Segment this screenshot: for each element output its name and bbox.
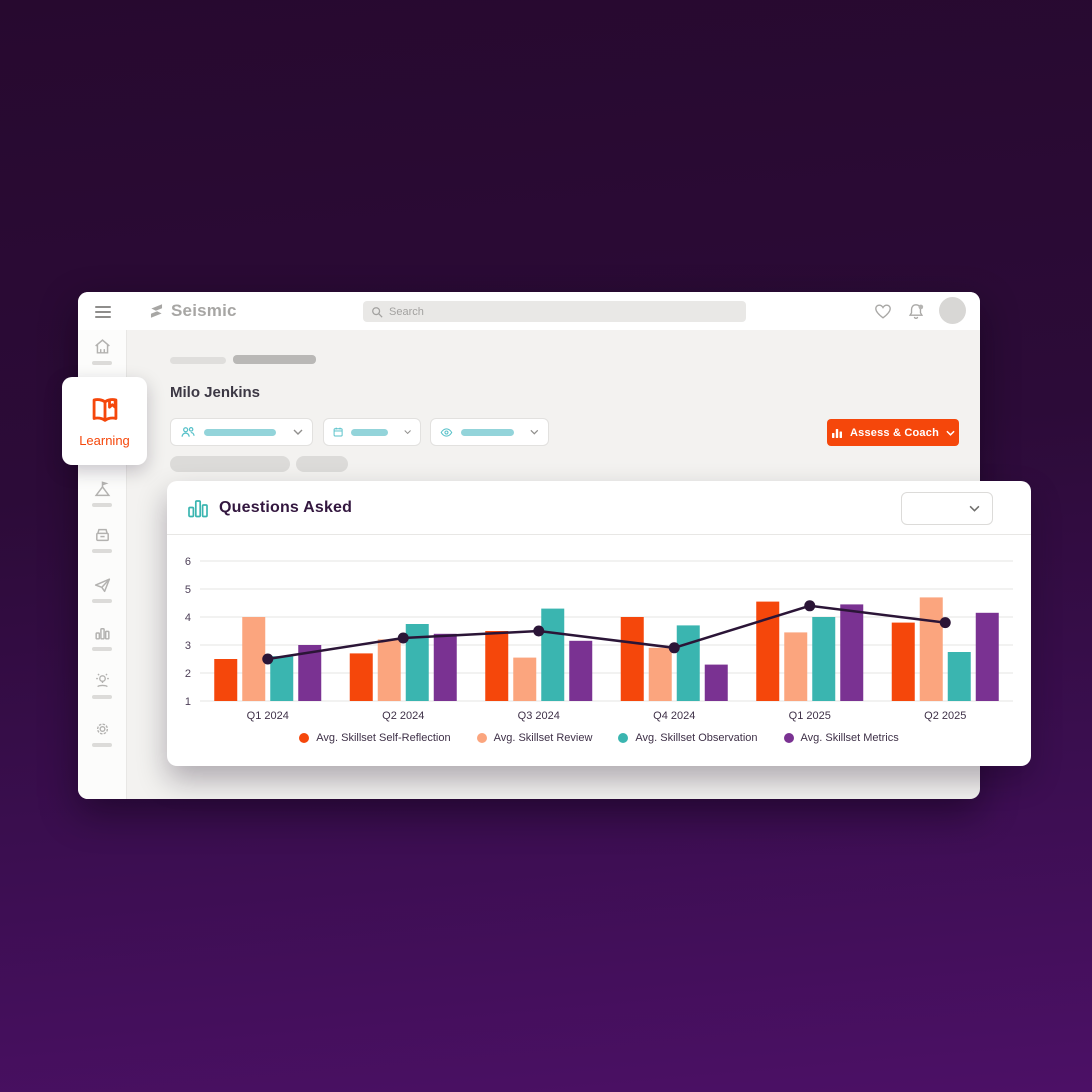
- svg-text:2: 2: [185, 668, 191, 680]
- svg-text:5: 5: [185, 584, 191, 596]
- sidebar-item-analytics[interactable]: [78, 624, 126, 651]
- filter-value-skeleton: [460, 428, 515, 436]
- search-placeholder: Search: [389, 305, 424, 318]
- sidebar-item-home[interactable]: [78, 338, 126, 365]
- legend-item-review[interactable]: Avg. Skillset Review: [476, 732, 593, 744]
- eye-icon: [440, 427, 453, 437]
- tag-skeleton: [296, 456, 348, 472]
- hamburger-menu-icon[interactable]: [95, 306, 111, 321]
- legend-item-self-reflection[interactable]: Avg. Skillset Self-Reflection: [299, 732, 451, 744]
- tag-skeleton: [170, 456, 290, 472]
- legend-item-observation[interactable]: Avg. Skillset Observation: [618, 732, 758, 744]
- people-icon: [181, 427, 195, 437]
- user-avatar[interactable]: [939, 297, 966, 324]
- notifications-bell-icon[interactable]: [907, 303, 925, 320]
- sidebar-item-insights[interactable]: [78, 672, 126, 699]
- assess-button-label: Assess & Coach: [849, 426, 939, 439]
- bar-chart-icon: [94, 628, 110, 640]
- search-input[interactable]: Search: [363, 301, 746, 322]
- paper-plane-icon: [94, 578, 110, 593]
- column-chart-icon: [188, 499, 208, 517]
- learning-book-icon: [92, 398, 117, 422]
- milestone-flag-icon: [94, 481, 110, 497]
- svg-text:Q4 2024: Q4 2024: [653, 710, 695, 722]
- svg-text:1: 1: [185, 696, 191, 708]
- seismic-logo: Seismic: [148, 301, 237, 321]
- gear-icon: [96, 723, 108, 735]
- legend-label: Avg. Skillset Metrics: [800, 732, 899, 744]
- chart-legend: Avg. Skillset Self-Reflection Avg. Skill…: [167, 732, 1031, 744]
- svg-text:4: 4: [185, 612, 191, 624]
- card-title: Questions Asked: [219, 498, 353, 516]
- sidebar-label-skeleton: [92, 743, 112, 747]
- chart-range-select[interactable]: [901, 492, 993, 525]
- sidebar-item-milestones[interactable]: [78, 480, 126, 507]
- svg-text:Q1 2024: Q1 2024: [247, 710, 289, 722]
- top-header: Seismic Search: [78, 292, 980, 330]
- filter-dropdown-people[interactable]: [170, 418, 313, 446]
- chevron-down-icon: [530, 429, 539, 435]
- sidebar-item-library[interactable]: [78, 526, 126, 553]
- svg-text:Q2 2024: Q2 2024: [382, 710, 424, 722]
- svg-text:6: 6: [185, 556, 191, 568]
- sidebar-label-skeleton: [92, 361, 112, 365]
- chevron-down-icon: [404, 430, 411, 435]
- legend-dot-purple: [783, 733, 794, 743]
- calendar-icon: [333, 427, 343, 437]
- card-header: Questions Asked: [167, 481, 1031, 535]
- archive-drawer-icon: [95, 528, 109, 542]
- legend-dot-teal: [618, 733, 629, 743]
- legend-dot-peach: [476, 733, 487, 743]
- chevron-down-icon: [293, 429, 303, 435]
- sidebar-label-skeleton: [92, 549, 112, 553]
- legend-label: Avg. Skillset Observation: [635, 732, 758, 744]
- sidebar-item-settings[interactable]: [78, 720, 126, 747]
- legend-dot-orange: [299, 733, 310, 743]
- filter-dropdown-date[interactable]: [323, 418, 421, 446]
- search-icon: [372, 306, 383, 318]
- learning-flyout-label: Learning: [79, 433, 130, 448]
- sidebar-label-skeleton: [92, 695, 112, 699]
- sidebar-label-skeleton: [92, 599, 112, 603]
- sidebar-item-outreach[interactable]: [78, 576, 126, 603]
- sidebar-flyout-learning[interactable]: Learning: [62, 377, 147, 465]
- svg-text:Q3 2024: Q3 2024: [518, 710, 560, 722]
- svg-text:Q2 2025: Q2 2025: [924, 710, 966, 722]
- legend-label: Avg. Skillset Self-Reflection: [316, 732, 451, 744]
- filter-value-skeleton: [351, 428, 388, 436]
- filter-value-skeleton: [204, 428, 276, 436]
- breadcrumb-skeleton: [170, 357, 226, 364]
- home-icon: [94, 339, 110, 354]
- breadcrumb-skeleton: [233, 355, 316, 364]
- legend-item-metrics[interactable]: Avg. Skillset Metrics: [783, 732, 899, 744]
- assess-and-coach-button[interactable]: Assess & Coach: [827, 419, 959, 446]
- chevron-down-icon: [946, 430, 955, 436]
- sidebar-label-skeleton: [92, 647, 112, 651]
- svg-text:Q1 2025: Q1 2025: [789, 710, 831, 722]
- insights-bulb-icon: [95, 673, 109, 688]
- questions-asked-chart: 1 2 3 4 5 6 Q1 2024 Q2 2024 Q3 2024 Q4 2024 Q1 202…: [167, 535, 1031, 731]
- favorites-heart-icon[interactable]: [874, 303, 892, 320]
- legend-label: Avg. Skillset Review: [493, 732, 593, 744]
- page-title-user-name: Milo Jenkins: [170, 384, 261, 401]
- seismic-logo-mark-icon: [150, 304, 163, 318]
- svg-text:3: 3: [185, 640, 191, 652]
- chevron-down-icon: [969, 505, 980, 512]
- logo-text: Seismic: [171, 301, 237, 320]
- filter-dropdown-view[interactable]: [430, 418, 549, 446]
- questions-asked-card: Questions Asked 1 2 3 4 5 6 Q1 2024 Q2 2024 Q3 2…: [167, 481, 1031, 766]
- sidebar-label-skeleton: [92, 503, 112, 507]
- assess-bars-icon: [831, 428, 842, 438]
